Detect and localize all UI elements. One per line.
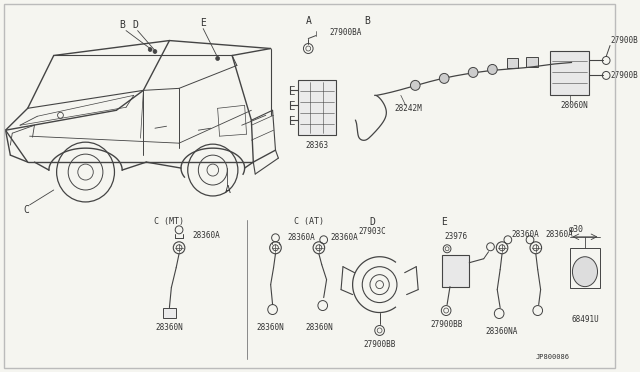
- Text: 28363: 28363: [305, 141, 328, 150]
- Bar: [298, 80, 336, 135]
- Bar: [526, 58, 538, 67]
- Text: 27900B: 27900B: [610, 36, 638, 45]
- Text: C (AT): C (AT): [294, 217, 324, 227]
- Ellipse shape: [572, 257, 598, 286]
- Text: D: D: [132, 20, 139, 30]
- Text: JP800086: JP800086: [536, 355, 570, 360]
- Text: 28360A: 28360A: [512, 230, 540, 239]
- Text: 27903C: 27903C: [358, 227, 386, 236]
- Text: E: E: [441, 217, 447, 227]
- Text: C (MT): C (MT): [154, 217, 184, 227]
- Bar: [442, 255, 469, 286]
- Text: B: B: [364, 16, 370, 26]
- Circle shape: [488, 64, 497, 74]
- Text: 27900BB: 27900BB: [431, 320, 463, 329]
- Text: 27900BA: 27900BA: [330, 28, 362, 37]
- Circle shape: [148, 48, 152, 51]
- Text: 28360N: 28360N: [305, 323, 333, 332]
- Text: 28360A: 28360A: [545, 230, 573, 239]
- Text: φ30: φ30: [569, 225, 584, 234]
- Circle shape: [410, 80, 420, 90]
- Text: 28360N: 28360N: [257, 323, 285, 332]
- Text: B: B: [119, 20, 125, 30]
- Text: 68491U: 68491U: [571, 315, 599, 324]
- Text: E: E: [200, 17, 206, 28]
- Text: 28360N: 28360N: [156, 323, 183, 332]
- Text: 28360A: 28360A: [330, 233, 358, 242]
- Bar: [507, 58, 518, 68]
- Circle shape: [468, 67, 478, 77]
- Bar: [570, 248, 600, 288]
- Text: 28060N: 28060N: [561, 101, 588, 110]
- Text: A: A: [225, 185, 230, 195]
- Text: 28242M: 28242M: [394, 104, 422, 113]
- Text: 28360A: 28360A: [193, 231, 220, 240]
- Text: A: A: [307, 16, 312, 26]
- Text: 28360NA: 28360NA: [486, 327, 518, 336]
- Circle shape: [440, 73, 449, 83]
- Text: 23976: 23976: [444, 232, 467, 241]
- Text: C: C: [24, 205, 29, 215]
- Text: D: D: [369, 217, 375, 227]
- Circle shape: [153, 49, 157, 54]
- Bar: [550, 51, 589, 95]
- Circle shape: [216, 57, 220, 61]
- Bar: [163, 308, 176, 318]
- Text: 27900BB: 27900BB: [364, 340, 396, 349]
- Text: 28360A: 28360A: [287, 233, 315, 242]
- Text: 27900B: 27900B: [610, 71, 638, 80]
